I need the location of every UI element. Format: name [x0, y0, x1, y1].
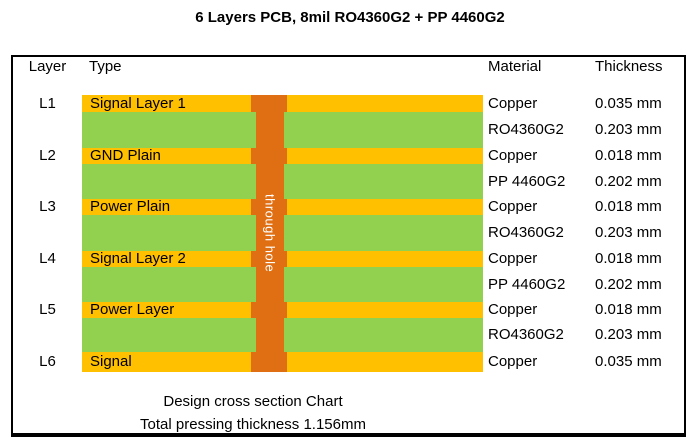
footer-total-thickness: Total pressing thickness 1.156mm [140, 416, 366, 433]
thickness-value: 0.203 mm [595, 224, 662, 241]
layer-type-label: Signal Layer 1 [90, 94, 186, 112]
layer-label: L2 [39, 147, 56, 164]
material-value: Copper [488, 250, 538, 267]
material-value: Copper [488, 147, 538, 164]
through-hole-barrel: through hole [256, 95, 284, 372]
column-header-layer: Layer [28, 58, 67, 75]
material-value: RO4360G2 [488, 121, 564, 138]
layer-label: L5 [39, 301, 56, 318]
column-header-material: Material [488, 58, 542, 75]
stackup-grid: Layer Type Material Thickness L1 Signal … [13, 57, 684, 372]
material-value: Copper [488, 94, 538, 112]
layer-type-label: Signal Layer 2 [90, 250, 186, 267]
stackup-chart: Layer Type Material Thickness L1 Signal … [11, 55, 686, 437]
material-value: Copper [488, 353, 538, 370]
thickness-value: 0.035 mm [595, 353, 662, 370]
layer-type-label: Signal [90, 353, 132, 370]
material-value: RO4360G2 [488, 224, 564, 241]
thickness-value: 0.035 mm [595, 94, 662, 112]
layer-label [13, 318, 82, 352]
material-value: Copper [488, 198, 538, 215]
thickness-value: 0.202 mm [595, 275, 662, 293]
layer-type-label: Power Plain [90, 198, 171, 215]
thickness-value: 0.202 mm [595, 172, 662, 190]
through-hole-label: through hole [262, 194, 278, 273]
thickness-value: 0.203 mm [595, 326, 662, 343]
thickness-value: 0.018 mm [595, 250, 662, 267]
thickness-value: 0.203 mm [595, 121, 662, 138]
layer-label: L4 [39, 250, 56, 267]
page-title: 6 Layers PCB, 8mil RO4360G2 + PP 4460G2 [195, 9, 505, 26]
layer-label [13, 215, 82, 251]
thickness-value: 0.018 mm [595, 301, 662, 318]
material-value: RO4360G2 [488, 326, 564, 343]
layer-label: L6 [39, 353, 56, 370]
material-value: PP 4460G2 [488, 172, 566, 190]
layer-type-label: Power Layer [90, 301, 175, 318]
layer-label: L3 [39, 198, 56, 215]
layer-label [13, 267, 82, 302]
layer-label: L1 [39, 94, 56, 112]
material-value: Copper [488, 301, 538, 318]
footer-caption: Design cross section Chart [163, 393, 343, 410]
thickness-value: 0.018 mm [595, 147, 662, 164]
column-header-type: Type [89, 58, 122, 75]
layer-label [13, 112, 82, 148]
chart-footer: Design cross section Chart Total pressin… [13, 390, 493, 436]
thickness-value: 0.018 mm [595, 198, 662, 215]
layer-label [13, 164, 82, 199]
column-header-thickness: Thickness [595, 58, 663, 75]
layer-type-label: GND Plain [90, 147, 161, 164]
material-value: PP 4460G2 [488, 275, 566, 293]
